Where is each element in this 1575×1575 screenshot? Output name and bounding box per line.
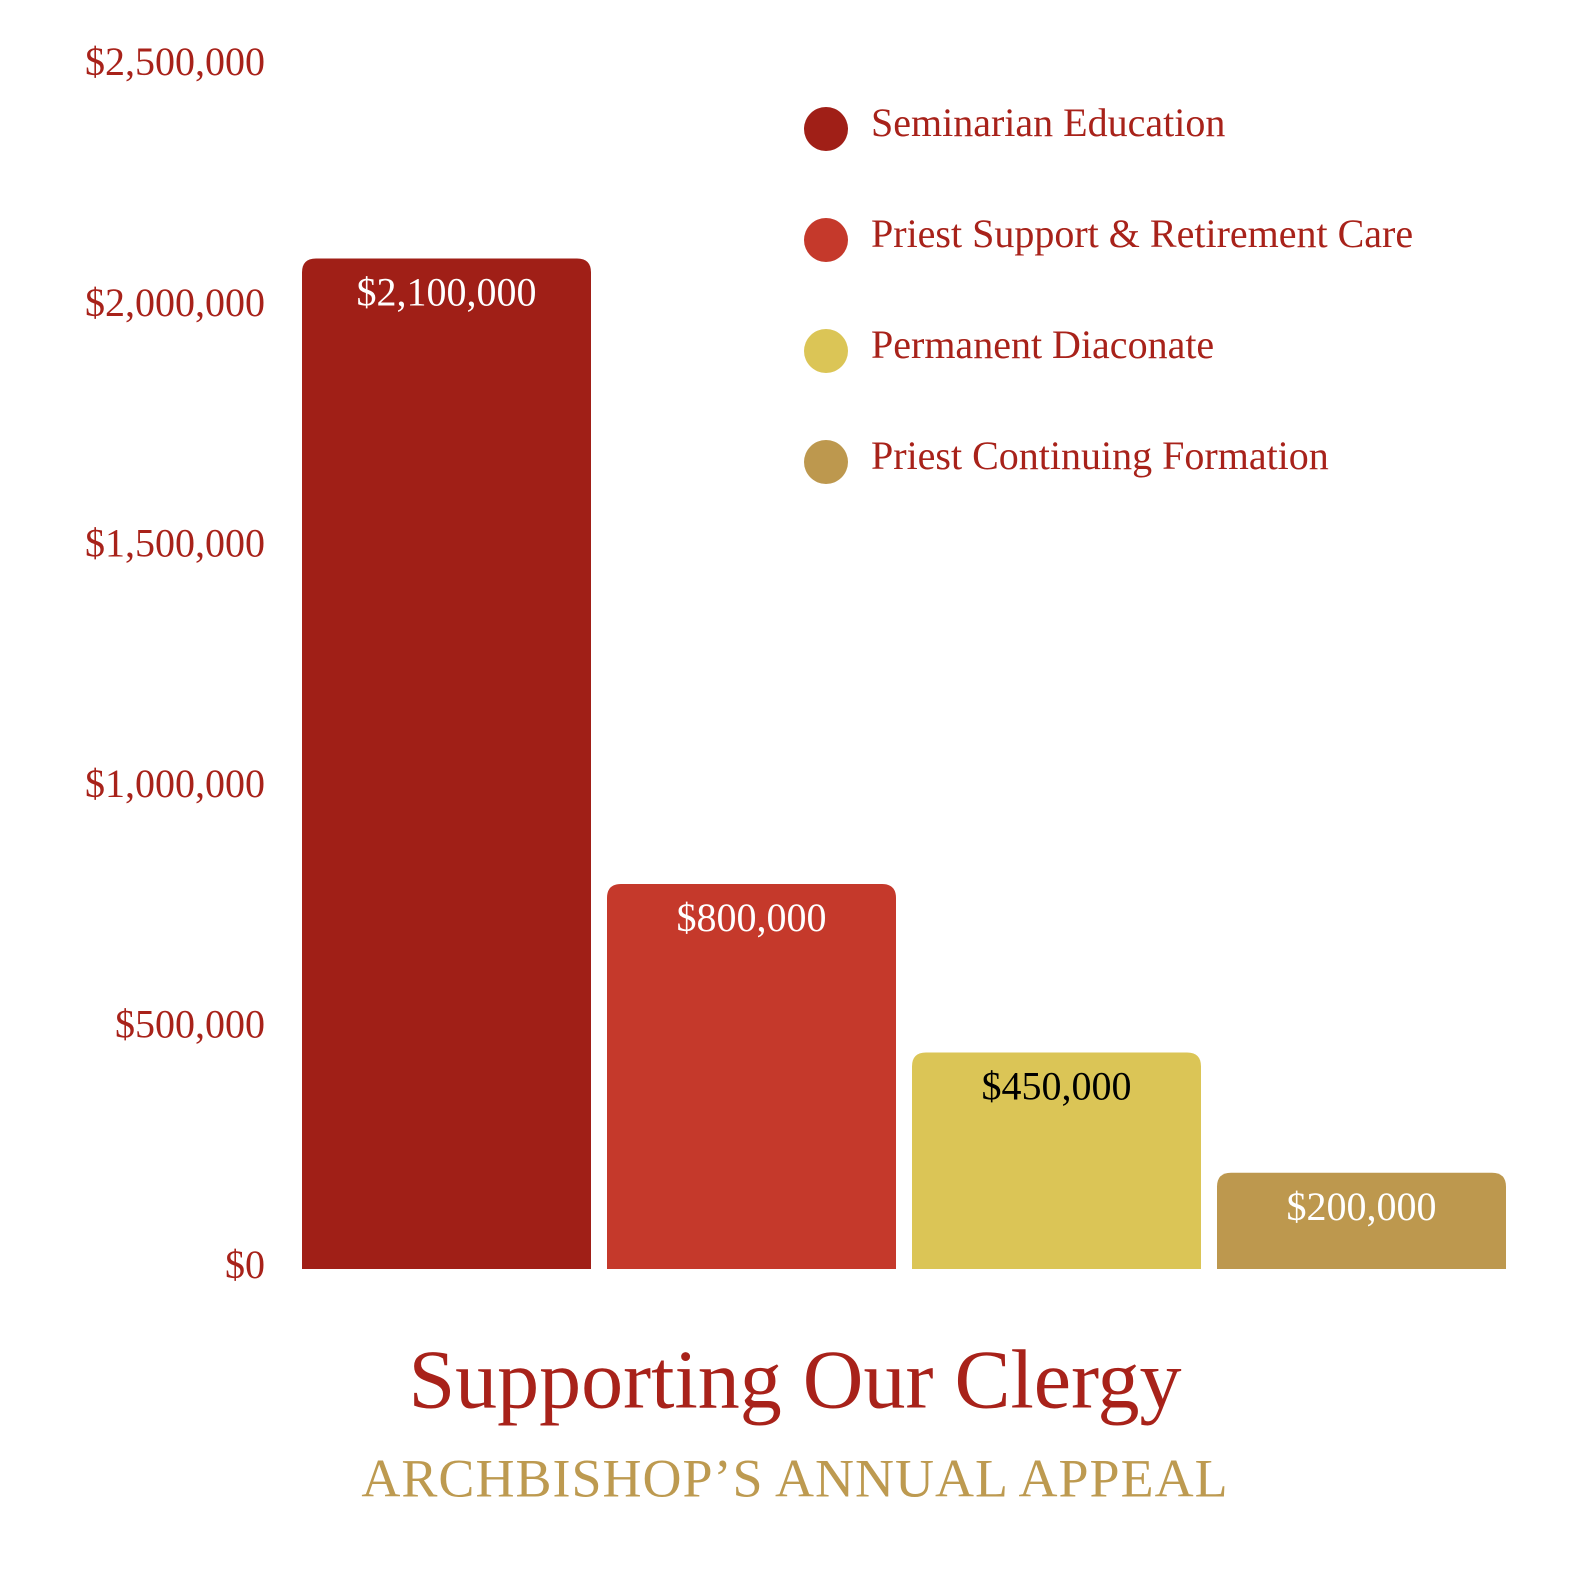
legend-label: Priest Continuing Formation bbox=[871, 433, 1329, 478]
y-tick-label: $1,500,000 bbox=[85, 520, 265, 565]
chart-subtitle: ARCHBISHOP’S ANNUAL APPEAL bbox=[361, 1448, 1228, 1508]
y-tick-label: $2,500,000 bbox=[85, 39, 265, 84]
bar bbox=[302, 258, 591, 1270]
legend-marker bbox=[804, 218, 848, 262]
value-label: $450,000 bbox=[982, 1064, 1132, 1109]
value-label: $800,000 bbox=[677, 895, 827, 940]
value-label: $2,100,000 bbox=[357, 270, 537, 315]
legend-label: Priest Support & Retirement Care bbox=[871, 211, 1413, 256]
value-label: $200,000 bbox=[1287, 1184, 1437, 1229]
legend-label: Permanent Diaconate bbox=[871, 322, 1214, 367]
y-tick-label: $2,000,000 bbox=[85, 280, 265, 325]
legend-marker bbox=[804, 440, 848, 484]
bar bbox=[912, 1052, 1201, 1269]
bar bbox=[1217, 1172, 1506, 1269]
chart-title: Supporting Our Clergy bbox=[408, 1333, 1181, 1426]
legend-marker bbox=[804, 107, 848, 151]
bar bbox=[607, 884, 896, 1269]
y-tick-label: $0 bbox=[225, 1242, 265, 1287]
y-tick-label: $1,000,000 bbox=[85, 761, 265, 806]
legend-label: Seminarian Education bbox=[871, 100, 1225, 145]
y-tick-label: $500,000 bbox=[115, 1002, 265, 1047]
legend-marker bbox=[804, 329, 848, 373]
